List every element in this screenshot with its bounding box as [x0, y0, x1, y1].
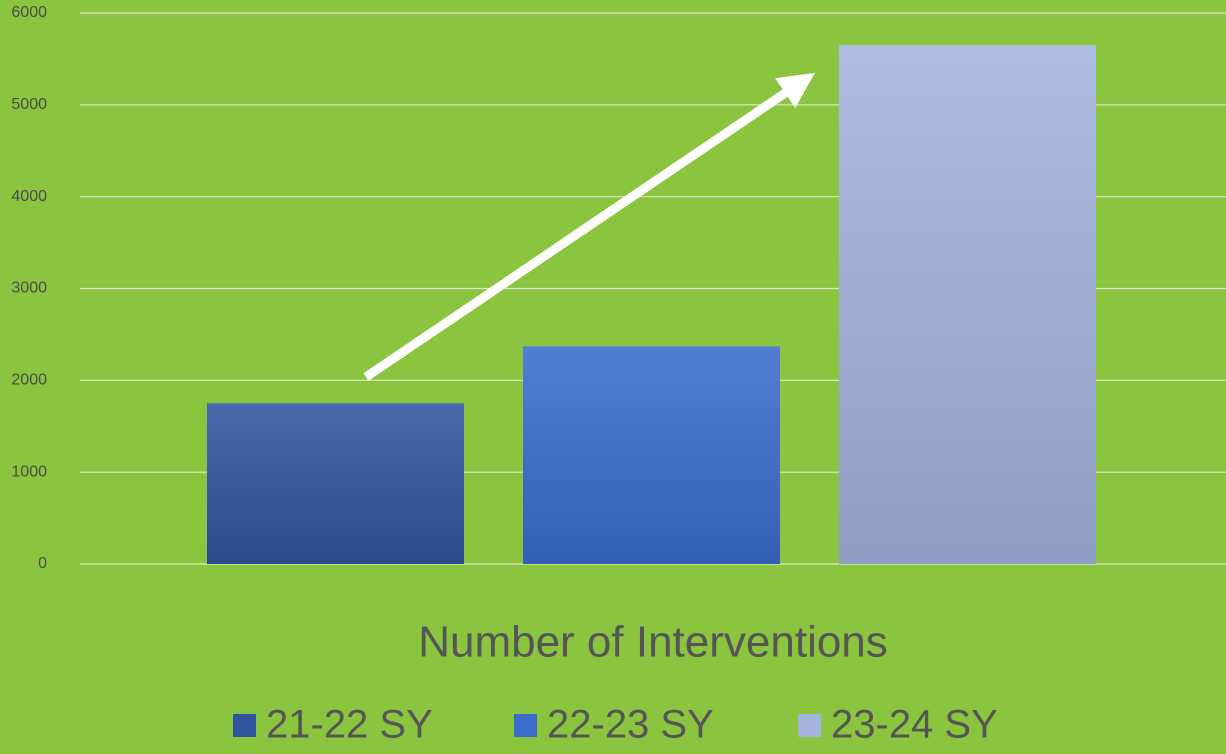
y-tick-label: 3000 [11, 280, 47, 297]
legend-label: 21-22 SY [266, 703, 433, 747]
legend-label: 23-24 SY [831, 703, 998, 747]
y-tick-label: 4000 [11, 188, 47, 205]
trend-arrow [363, 72, 815, 381]
x-axis-title: Number of Interventions [418, 618, 888, 667]
legend-label: 22-23 SY [547, 703, 714, 747]
y-tick-label: 0 [38, 555, 47, 572]
legend-swatch [514, 714, 537, 737]
y-tick-label: 6000 [11, 4, 47, 21]
bar-shade [207, 403, 464, 564]
y-tick-label: 1000 [11, 463, 47, 480]
bars [207, 45, 1096, 565]
y-tick-label: 5000 [11, 96, 47, 113]
legend-swatch [233, 714, 256, 737]
y-tick-label: 2000 [11, 372, 47, 389]
bar-shade [839, 45, 1096, 565]
bar-shade [523, 346, 780, 564]
legend-swatch [798, 714, 821, 737]
